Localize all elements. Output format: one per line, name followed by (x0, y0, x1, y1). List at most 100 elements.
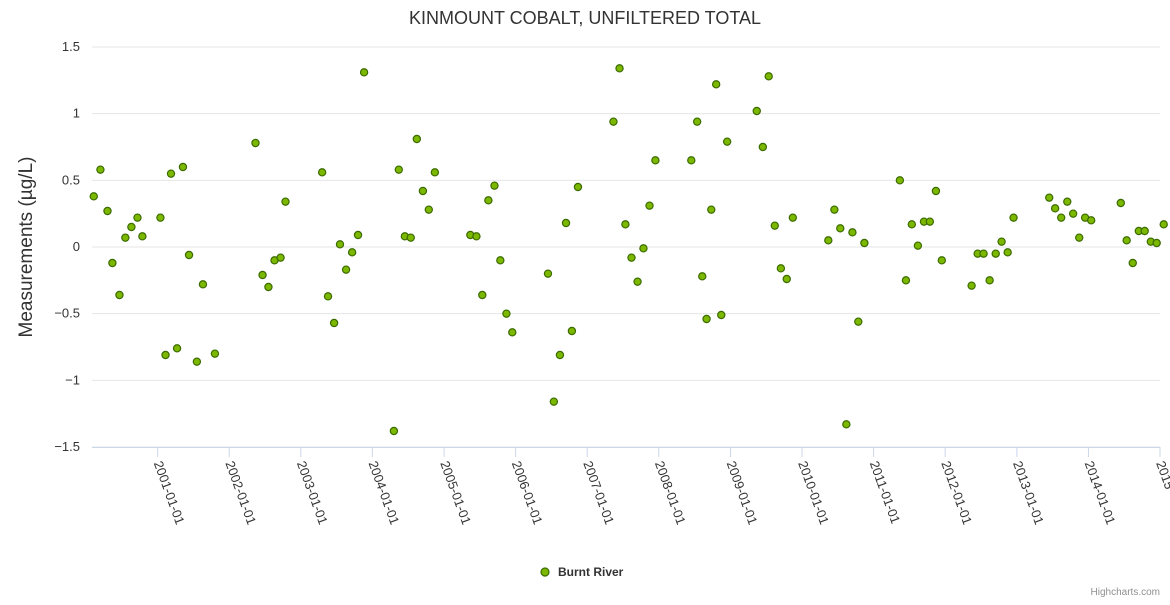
data-point[interactable] (115, 290, 124, 300)
data-point[interactable] (341, 265, 351, 274)
data-point[interactable] (901, 276, 911, 285)
credits-link[interactable]: Highcharts.com (1091, 587, 1160, 598)
data-point[interactable] (359, 68, 369, 77)
data-point[interactable] (1068, 209, 1078, 218)
data-point[interactable] (478, 290, 487, 300)
data-point[interactable] (830, 205, 839, 214)
data-point[interactable] (776, 264, 786, 273)
data-point[interactable] (991, 249, 1000, 258)
data-point[interactable] (848, 228, 857, 237)
data-point[interactable] (133, 213, 142, 222)
data-point[interactable] (406, 233, 415, 242)
data-point[interactable] (722, 137, 732, 146)
data-point[interactable] (276, 253, 285, 262)
data-point[interactable] (633, 277, 642, 286)
data-point[interactable] (651, 156, 660, 165)
data-point[interactable] (353, 230, 363, 240)
data-point[interactable] (937, 256, 947, 265)
data-point[interactable] (138, 232, 147, 241)
data-point[interactable] (1063, 197, 1072, 206)
data-point[interactable] (472, 232, 481, 241)
data-point[interactable] (502, 309, 511, 318)
data-point[interactable] (687, 156, 696, 165)
data-point[interactable] (335, 240, 345, 249)
data-point[interactable] (347, 248, 357, 257)
data-point[interactable] (925, 217, 935, 226)
data-point[interactable] (508, 328, 517, 337)
data-point[interactable] (1050, 204, 1060, 213)
data-point[interactable] (418, 186, 428, 196)
data-point[interactable] (692, 117, 702, 126)
data-point[interactable] (707, 205, 716, 214)
data-point[interactable] (192, 357, 202, 366)
data-point[interactable] (1122, 236, 1131, 245)
data-point[interactable] (329, 318, 339, 328)
data-point[interactable] (758, 142, 768, 152)
data-point[interactable] (412, 134, 422, 144)
data-point[interactable] (1140, 226, 1149, 236)
data-point[interactable] (424, 205, 433, 214)
data-point[interactable] (251, 138, 260, 148)
data-point[interactable] (567, 326, 577, 336)
data-point[interactable] (108, 258, 117, 268)
data-point[interactable] (782, 274, 791, 284)
data-point[interactable] (752, 106, 761, 116)
data-point[interactable] (627, 253, 636, 262)
data-point[interactable] (430, 168, 440, 177)
data-point[interactable] (96, 165, 105, 174)
data-point[interactable] (210, 349, 220, 358)
data-point[interactable] (484, 196, 493, 205)
data-point[interactable] (854, 317, 863, 326)
series-burnt-river[interactable] (89, 64, 1168, 436)
data-point[interactable] (1128, 258, 1137, 268)
legend[interactable]: Burnt River (540, 565, 624, 579)
data-point[interactable] (161, 350, 170, 360)
data-point[interactable] (166, 169, 176, 178)
data-point[interactable] (1045, 193, 1054, 202)
data-point[interactable] (103, 206, 112, 216)
data-point[interactable] (979, 249, 988, 258)
data-point[interactable] (764, 72, 773, 81)
data-point[interactable] (543, 269, 553, 278)
data-point[interactable] (1086, 216, 1096, 225)
data-point[interactable] (645, 201, 654, 210)
data-point[interactable] (561, 218, 571, 228)
legend-item-burnt-river[interactable]: Burnt River (558, 565, 624, 579)
data-point[interactable] (156, 213, 165, 222)
data-point[interactable] (127, 222, 136, 232)
data-point[interactable] (1056, 213, 1066, 222)
data-point[interactable] (317, 168, 327, 177)
data-point[interactable] (1159, 220, 1168, 229)
data-point[interactable] (621, 220, 630, 229)
data-point[interactable] (702, 314, 711, 324)
data-point[interactable] (198, 280, 208, 289)
data-point[interactable] (555, 350, 565, 360)
data-point[interactable] (496, 256, 505, 265)
data-point[interactable] (172, 344, 182, 353)
data-point[interactable] (178, 162, 188, 172)
data-point[interactable] (490, 181, 499, 190)
data-point[interactable] (615, 64, 624, 73)
data-point[interactable] (967, 281, 976, 290)
data-point[interactable] (907, 220, 917, 229)
data-point[interactable] (1116, 198, 1125, 208)
data-point[interactable] (836, 224, 845, 233)
data-point[interactable] (698, 272, 707, 281)
data-point[interactable] (549, 397, 559, 406)
data-point[interactable] (860, 238, 869, 248)
data-point[interactable] (1009, 213, 1018, 222)
data-point[interactable] (1003, 248, 1012, 257)
data-point[interactable] (788, 213, 798, 222)
data-point[interactable] (1075, 233, 1084, 242)
data-point[interactable] (121, 233, 130, 242)
data-point[interactable] (997, 237, 1006, 246)
data-point[interactable] (931, 186, 941, 196)
data-point[interactable] (824, 236, 833, 245)
data-point[interactable] (264, 282, 273, 292)
data-point[interactable] (842, 420, 851, 429)
data-point[interactable] (281, 197, 290, 206)
data-point[interactable] (985, 276, 994, 285)
data-point[interactable] (394, 165, 403, 174)
data-point[interactable] (258, 270, 267, 280)
data-point[interactable] (89, 192, 98, 201)
